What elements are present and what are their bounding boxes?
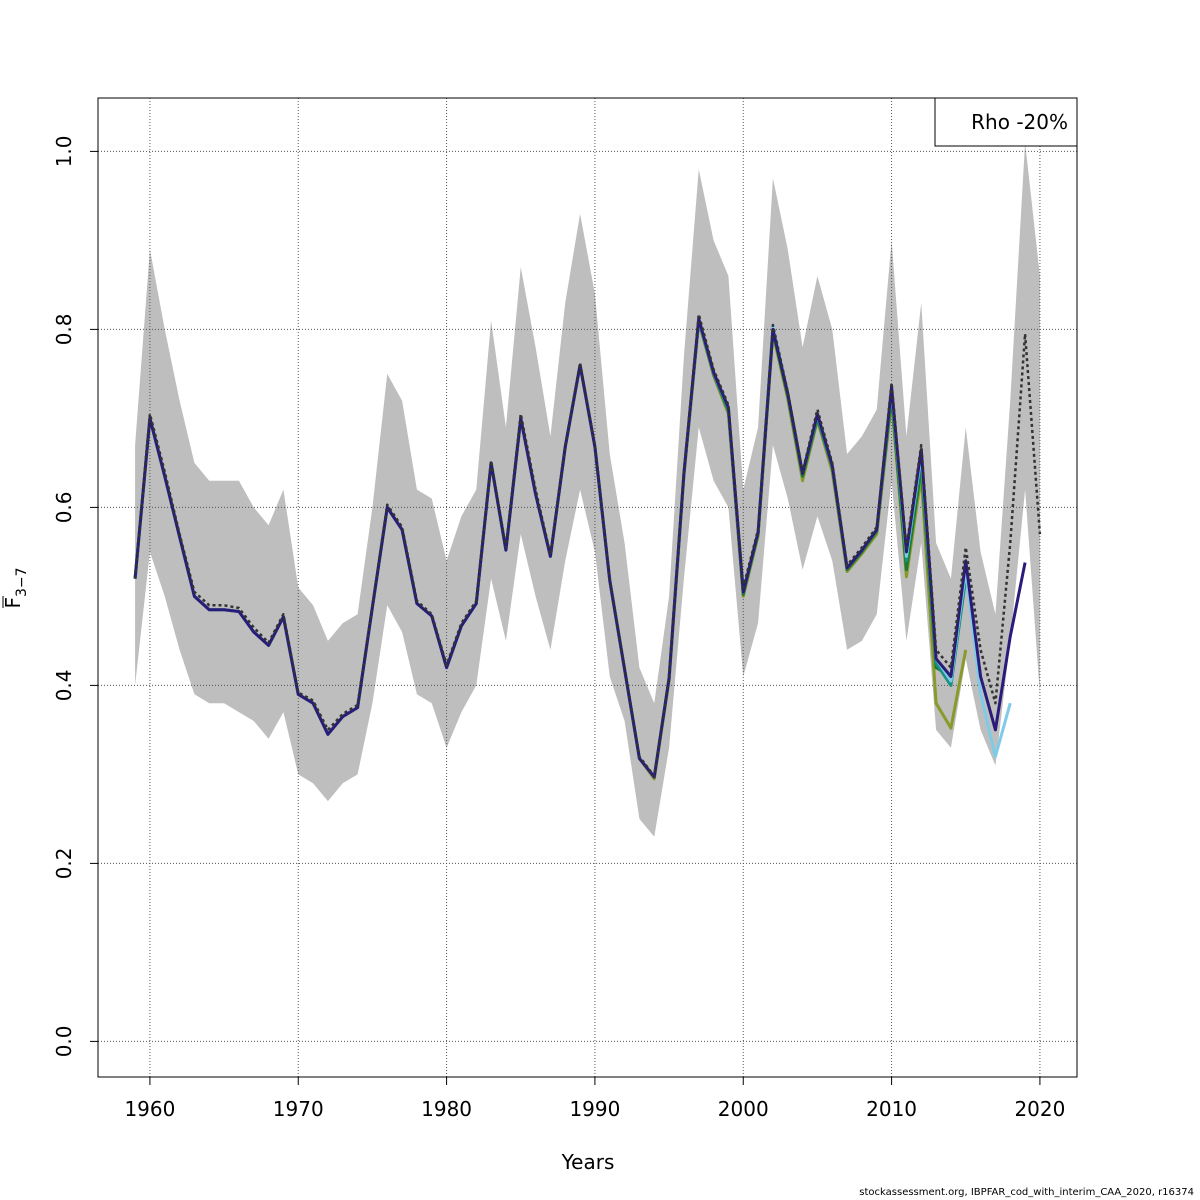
y-tick-label: 0.0	[52, 1025, 76, 1057]
x-tick-label: 1980	[421, 1097, 472, 1121]
legend-label: Rho -20%	[971, 110, 1068, 134]
footer-credit: stockassessment.org, IBPFAR_cod_with_int…	[859, 1187, 1194, 1198]
y-tick-label: 0.2	[52, 847, 76, 879]
grid-layer	[98, 98, 1077, 1077]
axis-layer: 1960 1970 1980 1990 2000 2010 2020 0.0 0.2 0.4 0.6…	[52, 135, 1065, 1121]
x-tick-label: 2010	[866, 1097, 917, 1121]
x-tick-label: 1960	[124, 1097, 175, 1121]
y-axis-label-subscript: 3−7	[14, 567, 30, 597]
y-tick-label: 0.8	[52, 313, 76, 345]
y-tick-label: 1.0	[52, 135, 76, 167]
plot-frame	[97, 97, 1078, 1078]
x-tick-label: 2000	[718, 1097, 769, 1121]
x-tick-label: 1990	[569, 1097, 620, 1121]
confidence-band	[135, 142, 1040, 837]
series-layer	[133, 313, 1042, 781]
x-tick-label: 1970	[273, 1097, 324, 1121]
confidence-band-layer	[135, 142, 1040, 837]
legend-box	[934, 97, 1078, 147]
y-axis-label: F3−7	[1, 567, 30, 608]
y-tick-label: 0.4	[52, 669, 76, 701]
y-tick-label: 0.6	[52, 491, 76, 523]
x-tick-label: 2020	[1014, 1097, 1065, 1121]
y-axis-label-main: F	[1, 597, 25, 609]
x-axis-label: Years	[561, 1150, 615, 1174]
